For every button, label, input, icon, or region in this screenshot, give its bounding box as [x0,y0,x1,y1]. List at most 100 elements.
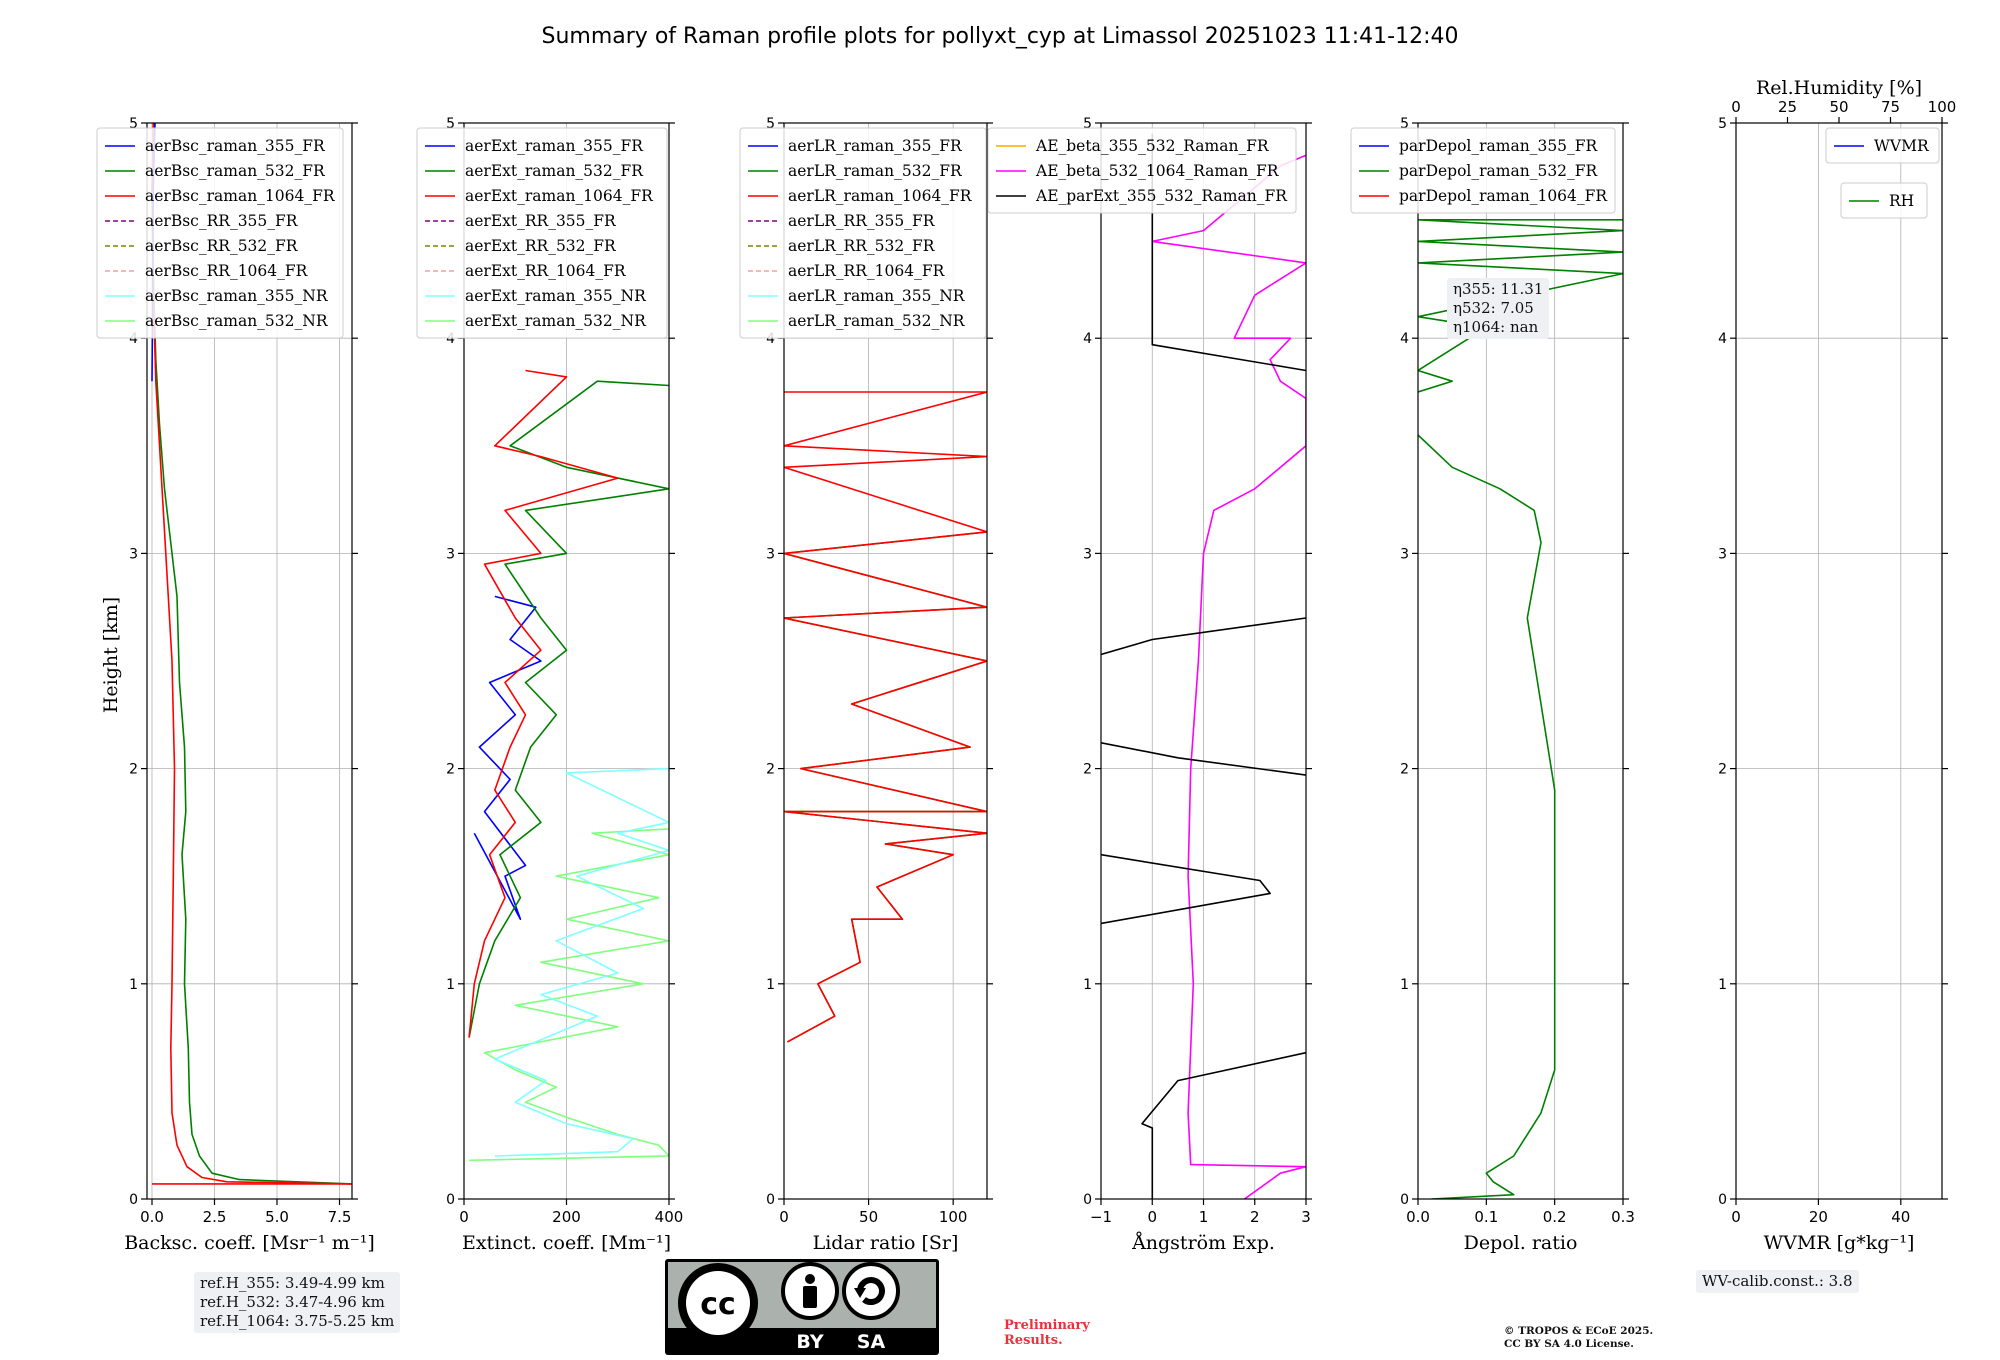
y-tick-label: 4 [446,331,455,347]
y-tick-label: 2 [446,762,455,778]
x-tick-label: 20 [1809,1208,1828,1226]
plot-area [784,391,987,1043]
top-x-tick-label: 0 [1731,98,1741,116]
x-tick-label: 40 [1891,1208,1910,1226]
panel-2: 0 1 2 3 4 5 0 200 400 Extinct. coeff. [Mm⁻¹] aerEx… [416,116,684,1254]
legend-label: aerBsc_raman_355_NR [145,287,329,305]
legend-label: parDepol_raman_1064_FR [1399,187,1608,205]
series-line [151,123,352,1185]
legend-label: aerBsc_raman_1064_FR [145,187,336,205]
x-tick-label: 400 [655,1208,684,1226]
x-axis-label: Extinct. coeff. [Mm⁻¹] [462,1232,671,1254]
series-line [1418,219,1623,393]
y-tick-label: 4 [1400,331,1409,347]
y-axis-label: Height [km] [100,597,122,713]
y-tick-label: 3 [1083,546,1092,562]
legend-label: aerLR_raman_532_FR [788,162,963,180]
y-tick-label: 5 [129,116,138,132]
legend-label: aerLR_raman_532_NR [788,312,966,330]
legend-label: aerLR_raman_355_FR [788,137,963,155]
legend-label: aerLR_RR_1064_FR [788,262,946,280]
x-tick-label: 2 [1250,1208,1260,1226]
x-tick-label: 0 [779,1208,789,1226]
legend-label: aerLR_RR_355_FR [788,212,936,230]
y-tick-label: 0 [1083,1192,1092,1208]
reference-heights-note: ref.H_355: 3.49-4.99 km ref.H_532: 3.47-… [194,1272,401,1333]
x-axis-label: Backsc. coeff. [Msr⁻¹ m⁻¹] [124,1232,375,1254]
series-line [468,369,619,1038]
by-label: BY [796,1331,823,1353]
y-tick-label: 5 [1083,116,1092,132]
y-tick-label: 1 [1083,977,1092,993]
x-axis-label: WVMR [g*kg⁻¹] [1764,1232,1915,1254]
x-tick-label: 100 [939,1208,968,1226]
ref-height-355: ref.H_355: 3.49-4.99 km [200,1274,385,1292]
preliminary-line-1: Preliminary [1004,1318,1090,1333]
legend-label: AE_beta_532_1064_Raman_FR [1035,162,1280,180]
y-tick-label: 5 [766,116,775,132]
x-tick-label: 5.0 [265,1208,289,1226]
y-tick-label: 4 [766,331,775,347]
y-tick-label: 3 [446,546,455,562]
legend-label: WVMR [1874,137,1930,155]
sa-label: SA [857,1331,886,1353]
axes-frame [146,122,353,1200]
legend-label: AE_parExt_355_532_Raman_FR [1035,187,1288,205]
plot-area [1418,219,1623,1199]
x-tick-label: 0.0 [1406,1208,1430,1226]
legend-label: AE_beta_355_532_Raman_FR [1035,137,1270,155]
top-x-axis-label: Rel.Humidity [%] [1756,77,1922,99]
y-tick-label: 1 [446,977,455,993]
y-tick-label: 5 [1718,116,1727,132]
legend-label: aerBsc_raman_532_FR [145,162,326,180]
x-tick-label: 0.2 [1543,1208,1567,1226]
legend-box [1350,127,1616,214]
y-tick-label: 4 [129,331,138,347]
y-tick-label: 3 [129,546,138,562]
series-line [473,595,542,920]
legend-label: aerExt_RR_355_FR [465,212,617,230]
series-line [784,391,987,1043]
y-tick-label: 2 [1400,762,1409,778]
legend-label: aerBsc_RR_355_FR [145,212,299,230]
legend-label: RH [1889,192,1914,210]
series-line [468,380,669,1038]
figure-title: Summary of Raman profile plots for polly… [542,24,1459,49]
series-line [469,828,669,1162]
legend-label: aerBsc_RR_532_FR [145,237,299,255]
legend-label: aerExt_RR_532_FR [465,237,617,255]
x-tick-label: 7.5 [328,1208,352,1226]
y-tick-label: 4 [1718,331,1727,347]
series-line [1151,154,1306,1199]
legend-label: parDepol_raman_355_FR [1399,137,1599,155]
y-tick-label: 0 [766,1192,775,1208]
legend-box [96,127,344,339]
preliminary-results-note: Preliminary Results. [1004,1318,1090,1348]
legend-label: aerBsc_raman_532_NR [145,312,329,330]
ref-height-1064: ref.H_1064: 3.75-5.25 km [200,1312,395,1330]
axes-frame [783,122,988,1200]
y-tick-label: 5 [1400,116,1409,132]
x-tick-label: 2.5 [203,1208,227,1226]
copyright-line-2: CC BY SA 4.0 License. [1504,1338,1634,1350]
copyright-line-1: © TROPOS & ECoE 2025. [1504,1325,1654,1337]
y-tick-label: 2 [1083,762,1092,778]
y-tick-label: 3 [766,546,775,562]
legend-label: aerExt_raman_355_FR [465,137,644,155]
x-axis-label: Lidar ratio [Sr] [813,1232,959,1254]
legend-label: aerBsc_RR_1064_FR [145,262,309,280]
y-tick-label: 4 [1083,331,1092,347]
y-tick-label: 1 [129,977,138,993]
x-tick-label: 0 [459,1208,469,1226]
wv-calib-note: WV-calib.const.: 3.8 [1696,1270,1859,1293]
x-tick-label: 0.3 [1611,1208,1635,1226]
y-tick-label: 2 [129,762,138,778]
x-tick-label: 0.0 [140,1208,164,1226]
y-tick-label: 3 [1400,546,1409,562]
cc-text: cc [700,1287,736,1322]
legend-label: aerExt_raman_532_NR [465,312,647,330]
legend-box [987,127,1297,214]
series-line [1418,434,1556,1199]
